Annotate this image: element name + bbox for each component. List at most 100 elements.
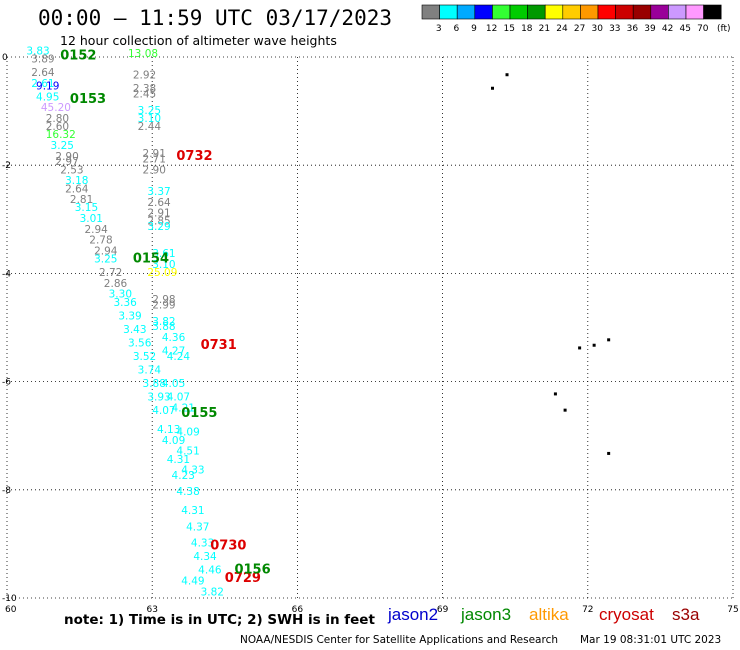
swh-reading: 3.88	[143, 378, 166, 390]
footer-timestamp: Mar 19 08:31:01 UTC 2023	[580, 634, 722, 646]
swh-reading: 4.46	[198, 565, 222, 577]
swh-reading: 4.05	[162, 378, 185, 390]
lon-tick-label: 69	[437, 605, 449, 615]
swh-reading: 3.15	[75, 202, 98, 214]
island-mark	[553, 392, 557, 396]
swh-reading: 2.91	[143, 148, 166, 160]
swh-reading: 2.90	[143, 164, 166, 176]
pass-time-label: 0152	[60, 49, 96, 64]
pass-time-label: 0729	[225, 571, 261, 586]
swh-reading: 2.60	[46, 121, 69, 133]
swh-reading: 4.36	[162, 332, 186, 344]
legend-label: 27	[574, 24, 585, 34]
swh-reading: 9.19	[36, 80, 59, 92]
swh-reading: 3.18	[65, 175, 88, 187]
swh-reading: 4.34	[193, 551, 217, 563]
island-mark	[607, 338, 611, 342]
swh-reading: 3.56	[128, 337, 152, 349]
swh-reading: 4.31	[181, 505, 204, 517]
swh-reading: 3.10	[138, 113, 161, 125]
swh-reading: 2.80	[46, 113, 69, 125]
swh-reading: 3.36	[113, 297, 137, 309]
swh-reading: 3.88	[152, 321, 175, 333]
lon-tick-label: 63	[146, 605, 157, 615]
page-subtitle: 12 hour collection of altimeter wave hei…	[60, 33, 337, 48]
swh-reading: 3.61	[152, 248, 175, 260]
swh-reading: 4.31	[167, 454, 190, 466]
lon-tick-label: 72	[582, 605, 593, 615]
legend-label: 30	[591, 24, 603, 34]
pass-time-label: 0153	[70, 92, 106, 107]
swh-reading: 2.64	[65, 183, 89, 195]
swh-reading: 2.72	[99, 267, 122, 279]
swh-reading: 4.37	[186, 521, 209, 533]
swh-reading: 4.09	[162, 435, 185, 447]
swh-reading: 16.32	[46, 129, 76, 141]
lon-tick-label: 60	[5, 605, 17, 615]
swh-reading: 4.21	[172, 402, 195, 414]
swh-reading: 2.53	[60, 164, 83, 176]
swh-reading: 4.33	[181, 465, 204, 477]
swh-reading: 2.92	[133, 70, 156, 82]
swh-reading: 4.95	[36, 91, 59, 103]
swh-reading: 4.09	[176, 427, 199, 439]
lat-tick-label: -6	[2, 378, 11, 388]
lat-tick-label: -2	[2, 161, 11, 171]
pass-time-label: 0731	[201, 338, 237, 353]
swh-reading: 3.93	[147, 392, 170, 404]
swh-reading: 3.89	[31, 53, 54, 65]
swh-reading: 4.38	[176, 486, 199, 498]
lon-tick-label: 66	[292, 605, 304, 615]
swh-reading: 2.97	[55, 156, 78, 168]
map-grid	[6, 56, 734, 599]
swh-reading: 4.23	[172, 470, 195, 482]
swh-reading: 3.25	[51, 140, 74, 152]
swh-reading: 2.78	[89, 235, 112, 247]
swh-reading: 3.10	[152, 259, 175, 271]
legend-label: 12	[486, 24, 497, 34]
swh-reading: 4.51	[176, 446, 199, 458]
mission-label-cryosat: cryosat	[599, 605, 654, 624]
swh-reading: 2.81	[70, 194, 93, 206]
island-mark	[578, 346, 582, 350]
swh-reading: 3.82	[152, 316, 175, 328]
mission-label-s3a: s3a	[672, 605, 700, 624]
color-legend: 3 6 9 12 15 18 21 24 27 30 33 36 39 42 45 70 (ft)	[421, 4, 731, 34]
swh-reading: 3.30	[109, 289, 132, 301]
island-mark	[563, 408, 567, 412]
island-mark	[505, 73, 509, 77]
lat-tick-label: 0	[2, 53, 8, 63]
swh-reading: 4.07	[152, 405, 175, 417]
swh-reading: 3.25	[94, 254, 117, 266]
legend-label: 15	[503, 24, 514, 34]
pass-time-label: 0730	[210, 538, 246, 553]
swh-reading: 4.49	[181, 575, 204, 587]
legend-label: 3	[436, 24, 442, 34]
legend-label: 42	[662, 24, 673, 34]
swh-reading: 3.83	[26, 45, 49, 57]
swh-reading: 3.43	[123, 324, 146, 336]
legend-label: 36	[627, 24, 639, 34]
pass-time-label: 0155	[181, 406, 217, 421]
lon-tick-label: 75	[727, 605, 738, 615]
swh-reading: 3.39	[118, 310, 141, 322]
mission-label-altika: altika	[529, 605, 569, 624]
lat-tick-label: -10	[2, 594, 17, 604]
swh-reading: 3.52	[133, 351, 156, 363]
legend-label: 33	[609, 24, 620, 34]
legend-label: 6	[454, 24, 460, 34]
swh-reading: 2.99	[152, 300, 175, 312]
mission-label-jason2: jason2	[388, 605, 439, 624]
swh-reading: 3.74	[138, 364, 162, 376]
swh-reading: 2.86	[104, 278, 128, 290]
swh-reading: 4.27	[162, 346, 185, 358]
swh-reading: 2.90	[55, 151, 78, 163]
footer-note: note: 1) Time is in UTC; 2) SWH is in fe…	[64, 612, 375, 628]
swh-reading: 13.08	[128, 48, 158, 60]
lat-tick-label: -8	[2, 486, 11, 496]
legend-unit: (ft)	[717, 24, 731, 34]
swh-reading: 25.09	[147, 267, 177, 279]
legend-label: 21	[539, 24, 550, 34]
